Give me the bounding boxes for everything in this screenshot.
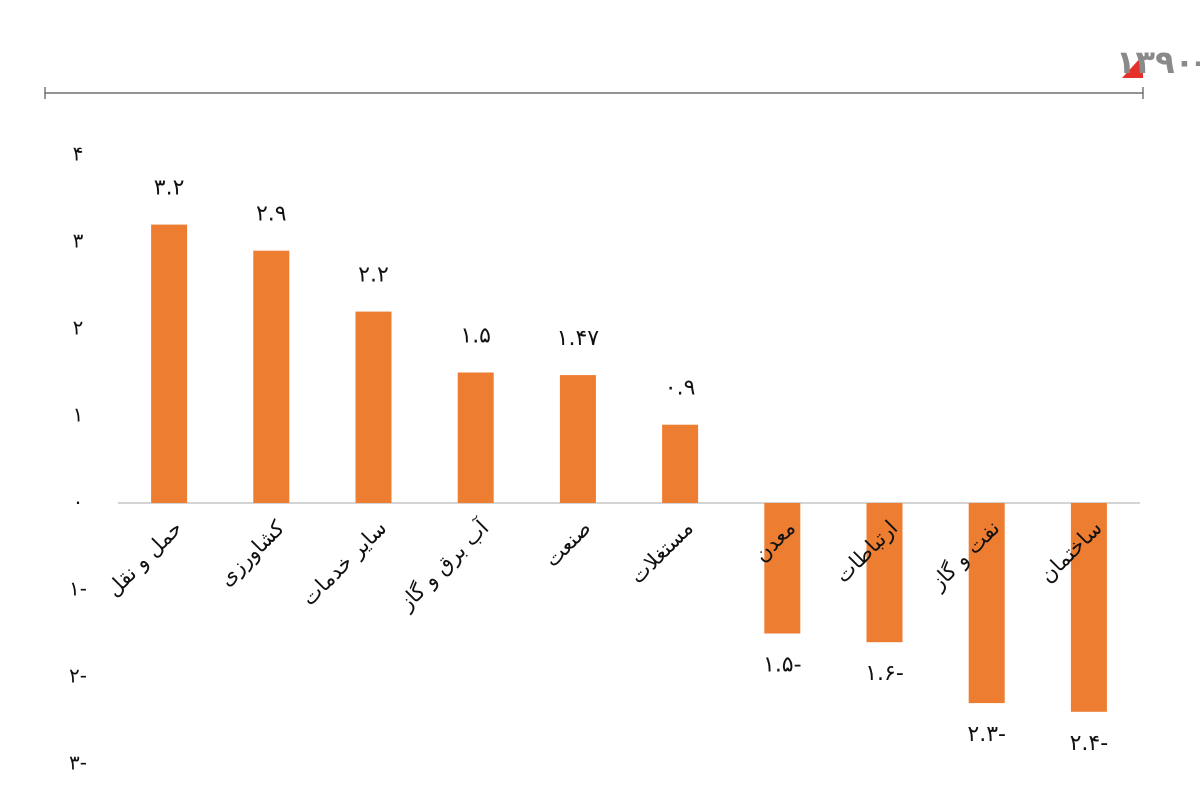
bar bbox=[559, 375, 596, 503]
value-label: ۳.۲ bbox=[154, 176, 185, 201]
y-tick-label: ۴ bbox=[73, 142, 84, 166]
chart-title: میانگین رشد سالانه موجودی سرمایه خالص در… bbox=[1116, 43, 1200, 81]
x-tick-label: آب برق و گاز bbox=[393, 514, 494, 615]
value-label: ۲.۲ bbox=[358, 263, 389, 288]
bar bbox=[253, 250, 290, 503]
value-label: -۲.۳ bbox=[967, 722, 1006, 747]
x-tick-label: حمل و نقل bbox=[101, 516, 186, 601]
value-label: ۲.۹ bbox=[256, 202, 287, 227]
bar bbox=[866, 503, 903, 643]
x-tick-label: صنعت bbox=[540, 516, 596, 572]
y-tick-label: ۳ bbox=[73, 229, 84, 253]
bar bbox=[764, 503, 801, 634]
value-label: ۰.۹ bbox=[665, 376, 696, 401]
bar bbox=[151, 224, 188, 503]
value-label: -۲.۴ bbox=[1070, 731, 1109, 756]
bar bbox=[1070, 503, 1107, 712]
x-tick-label: کشاورزی bbox=[214, 516, 289, 591]
y-tick-label: -۳ bbox=[69, 751, 87, 775]
x-tick-label: مستغلات bbox=[625, 516, 698, 589]
value-label: -۱.۶ bbox=[865, 661, 904, 686]
value-label: -۱.۵ bbox=[763, 653, 802, 678]
y-tick-label: ۰ bbox=[73, 490, 84, 514]
title-marker bbox=[1122, 55, 1143, 78]
bar bbox=[968, 503, 1005, 704]
y-tick-label: -۱ bbox=[69, 577, 87, 601]
bar bbox=[457, 372, 494, 503]
y-tick-label: ۱ bbox=[73, 403, 84, 427]
y-tick-label: ۲ bbox=[73, 316, 84, 340]
bar bbox=[662, 424, 699, 503]
bar bbox=[355, 311, 392, 503]
value-label: ۱.۴۷ bbox=[557, 326, 600, 351]
x-tick-label: سایر خدمات bbox=[297, 516, 391, 610]
value-label: ۱.۵ bbox=[460, 324, 491, 349]
y-tick-label: -۲ bbox=[69, 664, 87, 688]
